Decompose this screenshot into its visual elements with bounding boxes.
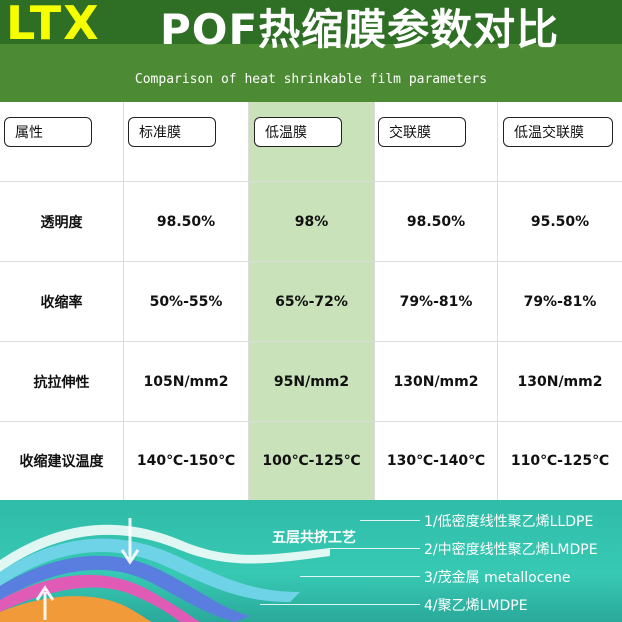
header-cell-low-temp-film: 低温膜 bbox=[254, 117, 342, 147]
leader-line bbox=[300, 576, 420, 577]
film-layers-illustration bbox=[0, 518, 330, 622]
layer-item: 4/聚乙烯LMDPE bbox=[424, 598, 528, 614]
grid-line bbox=[0, 181, 622, 182]
row-label-transparency: 透明度 bbox=[40, 214, 83, 231]
row-label-shrinkage: 收缩率 bbox=[40, 294, 83, 311]
grid-line bbox=[248, 102, 249, 500]
table-cell: 100℃-125℃ bbox=[262, 453, 361, 469]
table-cell: 110℃-125℃ bbox=[510, 453, 610, 469]
grid-line bbox=[0, 261, 622, 262]
header-cell-low-temp-crosslinked-film: 低温交联膜 bbox=[503, 117, 613, 147]
layer-diagram-title: 五层共挤工艺 bbox=[272, 530, 356, 546]
table-cell: 98.50% bbox=[156, 213, 216, 230]
layer-item: 1/低密度线性聚乙烯LLDPE bbox=[424, 514, 594, 530]
header-subband bbox=[0, 44, 622, 102]
table-cell: 105N/mm2 bbox=[143, 373, 229, 390]
page-title: POF热缩膜参数对比 bbox=[160, 5, 560, 54]
header-cell-standard-film: 标准膜 bbox=[128, 117, 216, 147]
table-cell: 140℃-150℃ bbox=[136, 453, 236, 469]
grid-line bbox=[123, 102, 124, 500]
table-cell: 130N/mm2 bbox=[517, 373, 603, 390]
table-cell: 65%-72% bbox=[275, 293, 348, 310]
layer-item: 3/茂金属 metallocene bbox=[424, 570, 571, 586]
header-banner: LTX POF热缩膜参数对比 Comparison of heat shrink… bbox=[0, 0, 622, 102]
table-cell: 95N/mm2 bbox=[273, 373, 350, 390]
page-subtitle: Comparison of heat shrinkable film param… bbox=[134, 72, 488, 87]
header-cell-crosslinked-film: 交联膜 bbox=[378, 117, 466, 147]
row-label-temperature: 收缩建议温度 bbox=[19, 454, 104, 470]
comparison-table: 属性 标准膜 低温膜 交联膜 低温交联膜 透明度 98.50% 98% 98.5… bbox=[0, 102, 622, 500]
layer-item: 2/中密度线性聚乙烯LMDPE bbox=[424, 542, 598, 558]
grid-line bbox=[0, 341, 622, 342]
leader-line bbox=[330, 548, 420, 549]
row-label-tensile: 抗拉伸性 bbox=[33, 374, 90, 391]
grid-line bbox=[0, 421, 622, 422]
leader-line bbox=[260, 604, 420, 605]
table-cell: 130N/mm2 bbox=[393, 373, 479, 390]
highlight-column bbox=[248, 102, 374, 500]
table-cell: 50%-55% bbox=[149, 293, 223, 310]
table-cell: 79%-81% bbox=[399, 293, 473, 310]
table-cell: 98% bbox=[294, 213, 329, 230]
header-cell-attribute: 属性 bbox=[4, 117, 92, 147]
table-cell: 95.50% bbox=[530, 213, 590, 230]
leader-line bbox=[360, 520, 420, 521]
table-cell: 98.50% bbox=[406, 213, 466, 230]
brand-logo: LTX bbox=[6, 0, 101, 50]
table-cell: 79%-81% bbox=[523, 293, 597, 310]
grid-line bbox=[497, 102, 498, 500]
table-cell: 130℃-140℃ bbox=[386, 453, 486, 469]
grid-line bbox=[374, 102, 375, 500]
layer-diagram-panel: 五层共挤工艺 1/低密度线性聚乙烯LLDPE 2/中密度线性聚乙烯LMDPE 3… bbox=[0, 500, 622, 622]
